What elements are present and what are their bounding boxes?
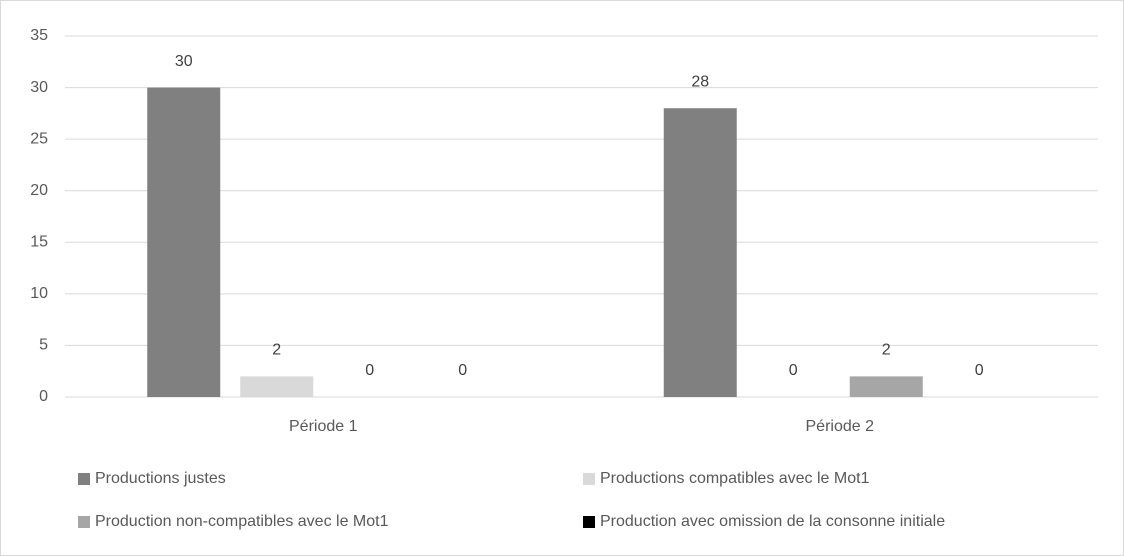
value-label: 2 [882,342,891,359]
y-tick-label: 30 [30,79,48,96]
value-label: 30 [175,53,193,70]
y-tick-label: 35 [30,27,48,44]
legend-swatch [583,516,595,528]
legend-label: Productions justes [95,470,226,487]
legend-swatch [78,516,90,528]
legend-swatch [78,473,90,485]
value-label: 0 [975,362,984,379]
value-label: 0 [365,362,374,379]
legend-label: Productions compatibles avec le Mot1 [600,470,870,487]
y-tick-label: 5 [39,337,48,354]
bar [240,376,314,397]
y-tick-label: 25 [30,130,48,147]
value-label: 28 [691,73,709,90]
legend-label: Production non-compatibles avec le Mot1 [95,513,389,530]
x-tick-label: Période 2 [806,418,875,435]
y-tick-label: 20 [30,182,48,199]
legend-label: Production avec omission de la consonne … [600,513,945,530]
y-tick-label: 10 [30,285,48,302]
x-tick-label: Période 1 [289,418,358,435]
value-label: 0 [458,362,467,379]
y-tick-label: 0 [39,388,48,405]
legend-swatch [583,473,595,485]
bar [147,87,221,398]
value-label: 0 [789,362,798,379]
bar [663,108,737,397]
bar [849,376,923,397]
value-label: 2 [272,342,281,359]
y-tick-label: 15 [30,234,48,251]
